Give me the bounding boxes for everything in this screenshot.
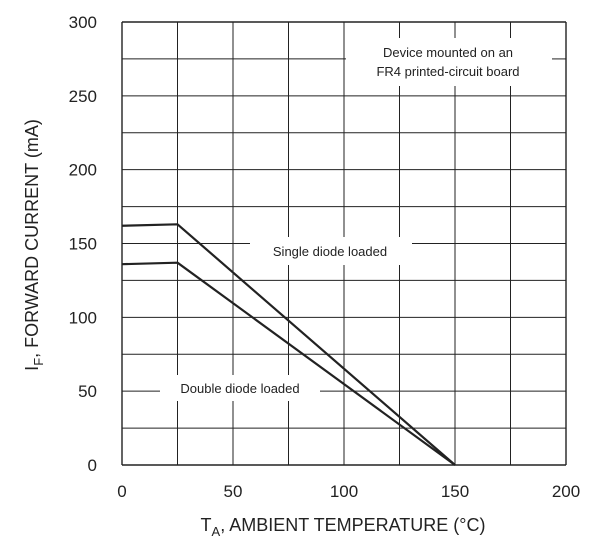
y-tick-label: 250 bbox=[69, 87, 97, 106]
y-tick-label: 300 bbox=[69, 13, 97, 32]
y-axis-label: IF, FORWARD CURRENT (mA) bbox=[22, 119, 46, 371]
y-tick-label: 200 bbox=[69, 161, 97, 180]
x-tick-label: 150 bbox=[441, 482, 469, 501]
x-tick-labels: 0 50 100 150 200 bbox=[117, 482, 580, 501]
y-tick-label: 100 bbox=[69, 308, 97, 327]
y-tick-label: 150 bbox=[69, 235, 97, 254]
y-tick-label: 50 bbox=[78, 382, 97, 401]
annotation-line-2: FR4 printed-circuit board bbox=[376, 64, 519, 79]
annotation: Device mounted on an FR4 printed-circuit … bbox=[376, 45, 519, 79]
annotation-line-1: Device mounted on an bbox=[383, 45, 513, 60]
y-tick-labels: 0 50 100 150 200 250 300 bbox=[69, 13, 97, 475]
series-label-2: Double diode loaded bbox=[180, 381, 299, 396]
series-lines bbox=[121, 223, 456, 466]
y-tick-label: 0 bbox=[88, 456, 97, 475]
grid-lines bbox=[121, 21, 567, 466]
series-labels: Single diode loaded Double diode loaded bbox=[180, 244, 387, 396]
x-tick-label: 200 bbox=[552, 482, 580, 501]
series-line-2 bbox=[121, 261, 456, 466]
x-axis-label: TA, AMBIENT TEMPERATURE (°C) bbox=[201, 515, 486, 539]
x-tick-label: 50 bbox=[224, 482, 243, 501]
x-tick-label: 0 bbox=[117, 482, 126, 501]
series-label-1: Single diode loaded bbox=[273, 244, 387, 259]
x-tick-label: 100 bbox=[330, 482, 358, 501]
series-line-1 bbox=[121, 223, 456, 466]
